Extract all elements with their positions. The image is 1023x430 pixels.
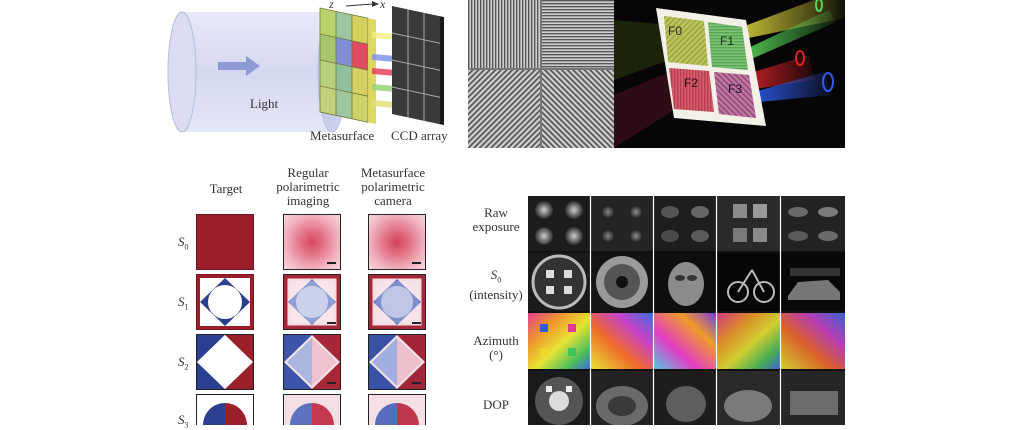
s0-intensity-row: [528, 253, 845, 311]
row-label-s1: S1: [178, 294, 189, 312]
row-label-dop: DOP: [482, 397, 509, 412]
metasurface-s3-tile: [368, 394, 426, 425]
target-s0-tile: [196, 214, 254, 270]
row-label-s3: S3: [178, 412, 189, 430]
raw-exposure-row: [528, 196, 845, 251]
filter-label-f2: F2: [684, 76, 699, 90]
row-label-raw-exposure: Raw exposure: [472, 205, 520, 234]
panel-a-schematic: [160, 0, 460, 150]
panel-b-grating-patterns: [468, 0, 614, 148]
filter-label-f3: F3: [728, 82, 743, 96]
metasurface-label: Metasurface: [310, 128, 375, 143]
target-s1-tile: [196, 274, 254, 330]
azimuth-row: [528, 313, 845, 369]
row-label-azimuth: Azimuth (°): [473, 333, 519, 362]
axis-x-label: x: [380, 0, 386, 11]
regular-s1-tile: [283, 274, 341, 330]
regular-s0-tile: [283, 214, 341, 270]
scale-bar: [327, 382, 336, 384]
dop-row: [528, 371, 845, 425]
scale-bar: [412, 262, 421, 264]
scale-bar: [327, 322, 336, 324]
filter-label-f1: F1: [720, 34, 735, 48]
metasurface-s1-tile: [368, 274, 426, 330]
light-label: Light: [250, 96, 279, 111]
regular-s3-tile: [283, 394, 341, 425]
light-arrow-icon: [218, 56, 260, 76]
row-label-s0-intensity: S0 (intensity): [469, 267, 523, 302]
row-label-s2: S2: [178, 354, 189, 372]
light-cylinder-diagram: [167, 1, 444, 133]
column-header-metasurface: Metasurface polarimetric camera: [360, 165, 426, 208]
scale-bar: [327, 262, 336, 264]
camera-output-grid: [528, 196, 845, 425]
axis-z-label: z: [329, 0, 334, 11]
scale-bar: [412, 382, 421, 384]
filter-label-f0: F0: [668, 24, 683, 38]
regular-s2-tile: [283, 334, 341, 390]
row-label-s0: S0: [178, 234, 189, 252]
metasurface-s2-tile: [368, 334, 426, 390]
target-s3-tile: [196, 394, 254, 425]
column-header-target: Target: [209, 181, 243, 196]
column-header-regular: Regular polarimetric imaging: [276, 165, 340, 208]
metasurface-s0-tile: [368, 214, 426, 270]
scale-bar: [412, 322, 421, 324]
target-s2-tile: [196, 334, 254, 390]
panel-b-filter-chip: [614, 0, 845, 148]
ccd-array-label: CCD array: [391, 128, 448, 143]
